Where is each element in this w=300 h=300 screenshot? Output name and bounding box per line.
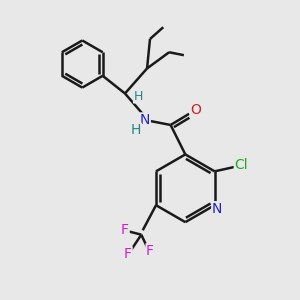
Text: O: O [190,103,201,117]
Text: Cl: Cl [234,158,248,172]
Text: F: F [146,244,154,258]
Text: F: F [121,223,129,237]
Text: N: N [140,113,150,127]
Text: F: F [124,247,132,261]
Text: H: H [131,123,141,137]
Text: N: N [212,202,222,216]
Text: H: H [134,90,143,103]
